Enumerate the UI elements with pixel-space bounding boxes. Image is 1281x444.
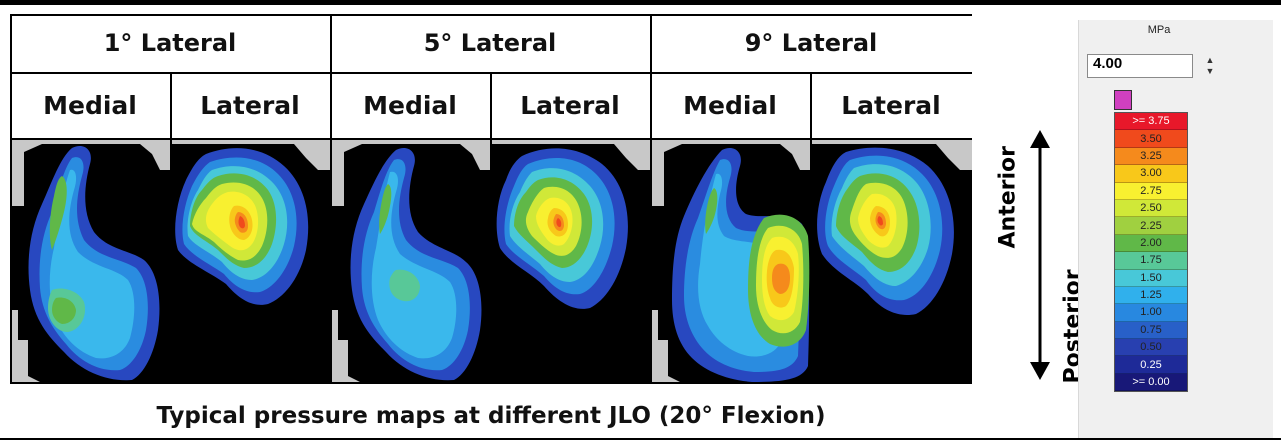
grid-line bbox=[170, 72, 172, 384]
color-scale-bin: 1.00 bbox=[1115, 304, 1187, 322]
pressure-map-grid: 1° Lateral 5° Lateral 9° Lateral Medial … bbox=[10, 14, 972, 384]
unit-label: MPa bbox=[1147, 24, 1171, 36]
color-scale-bin: 3.25 bbox=[1115, 147, 1187, 166]
lateral-label: Lateral bbox=[200, 90, 300, 120]
color-scale-bin: 1.50 bbox=[1115, 269, 1187, 287]
medial-label: Medial bbox=[43, 90, 137, 120]
grid-line bbox=[490, 72, 492, 384]
color-scale-bin: 0.25 bbox=[1115, 356, 1187, 374]
pressure-map-9-lateral bbox=[812, 140, 972, 382]
color-scale-bin: 3.50 bbox=[1115, 130, 1187, 148]
lateral-label: Lateral bbox=[841, 90, 941, 120]
color-scale-bin: >= 3.75 bbox=[1115, 113, 1187, 131]
condition-title-5: 5° Lateral bbox=[423, 29, 557, 57]
grid-line bbox=[10, 14, 972, 16]
bottom-rule bbox=[0, 438, 1281, 440]
color-scale-bin: 3.00 bbox=[1115, 165, 1187, 183]
medial-label: Medial bbox=[363, 90, 457, 120]
color-scale-bin: >= 0.00 bbox=[1115, 373, 1187, 392]
color-scale-bin: 2.50 bbox=[1115, 199, 1187, 218]
pressure-map-5-medial bbox=[332, 140, 490, 382]
condition-title-1: 1° Lateral bbox=[103, 29, 237, 57]
grid-line bbox=[810, 72, 812, 384]
color-scale-bin: 1.75 bbox=[1115, 252, 1187, 270]
color-scale-bin: 0.50 bbox=[1115, 339, 1187, 357]
medial-label: Medial bbox=[683, 90, 777, 120]
pressure-map-5-lateral bbox=[492, 140, 650, 382]
figure-caption: Typical pressure maps at different JLO (… bbox=[156, 403, 826, 429]
max-value-input[interactable]: 4.00 bbox=[1087, 54, 1193, 78]
double-arrow-icon bbox=[1030, 130, 1050, 380]
top-rule bbox=[0, 0, 1281, 5]
pressure-map-1-lateral bbox=[172, 140, 330, 382]
grid-line bbox=[650, 14, 652, 384]
grid-line bbox=[330, 14, 332, 384]
color-scale-bin: 2.75 bbox=[1115, 182, 1187, 200]
color-scale-bin: 0.75 bbox=[1115, 321, 1187, 340]
overflow-color-swatch[interactable] bbox=[1114, 90, 1132, 110]
pressure-map-1-medial bbox=[12, 140, 170, 382]
orientation-indicator: Anterior Posterior bbox=[990, 130, 1086, 390]
pressure-map-9-medial bbox=[652, 140, 810, 382]
color-scale-bin: 2.25 bbox=[1115, 217, 1187, 235]
color-scale-bin: 2.00 bbox=[1115, 234, 1187, 253]
color-scale: >= 3.75 3.50 3.25 3.00 2.75 2.50 2.25 2.00 1.75 1… bbox=[1114, 112, 1188, 393]
chevron-down-icon[interactable]: ▼ bbox=[1205, 66, 1215, 76]
lateral-label: Lateral bbox=[520, 90, 620, 120]
grid-line bbox=[10, 14, 12, 384]
condition-title-9: 9° Lateral bbox=[744, 29, 878, 57]
spin-buttons[interactable]: ▲ ▼ bbox=[1203, 55, 1217, 79]
color-scale-panel: MPa 4.00 ▲ ▼ >= 3.75 3.50 3.25 3.00 2.75 2.50… bbox=[1078, 20, 1273, 440]
chevron-up-icon[interactable]: ▲ bbox=[1205, 55, 1215, 65]
color-scale-bin: 1.25 bbox=[1115, 286, 1187, 305]
anterior-label: Anterior bbox=[995, 146, 1021, 249]
